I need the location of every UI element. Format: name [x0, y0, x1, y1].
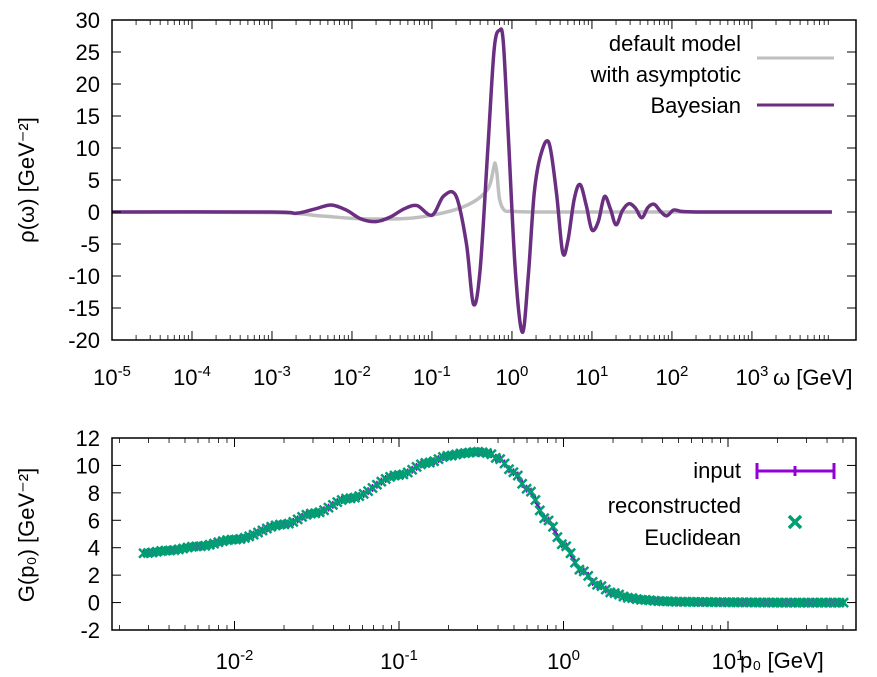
x-tick-label: 101 [576, 363, 609, 390]
legend-entry-default-model-line2: with asymptotic [590, 62, 741, 87]
bayesian-line [112, 27, 832, 335]
x-tick-label: 10-2 [333, 363, 371, 390]
y-tick-label: -15 [68, 296, 100, 321]
y-tick-label: 30 [76, 8, 100, 33]
y-axis-label: ρ(ω) [GeV⁻²] [14, 117, 39, 243]
y-tick-label: 15 [76, 104, 100, 129]
reconstructed-marker [530, 494, 541, 506]
x-tick-label: 100 [496, 363, 529, 390]
y-tick-label: 5 [88, 168, 100, 193]
x-axis-label: ω [GeV] [773, 365, 853, 390]
x-tick-label: 10-4 [173, 363, 211, 390]
y-tick-label: 0 [88, 591, 100, 616]
plot-frame [111, 437, 857, 631]
y-tick-label: 0 [88, 200, 100, 225]
x-tick-label: 102 [656, 363, 689, 390]
reconstructed-marker [560, 540, 572, 552]
reconstructed-marker [569, 557, 581, 568]
legend-swatch-reconstructed [787, 514, 803, 530]
x-axis-label: p₀ [GeV] [740, 648, 824, 673]
y-tick-label: 8 [88, 481, 100, 506]
legend-entry-bayesian: Bayesian [650, 93, 741, 118]
y-tick-label: 12 [76, 426, 100, 451]
x-tick-label: 103 [736, 363, 769, 390]
reconstructed-marker [547, 521, 559, 533]
y-tick-label: 10 [76, 136, 100, 161]
reconstructed-marker [543, 515, 554, 526]
y-tick-label: -2 [80, 618, 100, 643]
x-tick-label: 100 [547, 647, 580, 674]
y-tick-label: -10 [68, 264, 100, 289]
x-tick-label: 101 [712, 647, 745, 674]
reconstructed-marker [565, 547, 576, 559]
y-axis-label: G(p₀) [GeV⁻²] [14, 468, 39, 602]
legend-entry-reconstructed-line2: Euclidean [644, 525, 741, 550]
y-tick-label: 6 [88, 508, 100, 533]
y-tick-label: 10 [76, 453, 100, 478]
y-tick-label: 4 [88, 536, 100, 561]
reconstructed-marker [534, 505, 546, 516]
plot-frame [111, 19, 857, 341]
y-tick-label: -20 [68, 328, 100, 353]
spectral-function-curves [112, 27, 832, 335]
y-tick-label: 25 [76, 40, 100, 65]
reconstructed-marker [838, 597, 849, 608]
x-tick-label: 10-1 [413, 363, 451, 390]
y-tick-label: -5 [80, 232, 100, 257]
legend: default model with asymptotic Bayesian [590, 31, 834, 118]
y-axis-ticks: 30 25 20 15 10 5 0 -5 -10 -15 -20 [68, 8, 856, 353]
y-tick-label: 2 [88, 563, 100, 588]
legend-entry-reconstructed-line1: reconstructed [608, 493, 741, 518]
x-axis-ticks: 10-5 10-4 10-3 10-2 10-1 100 101 102 103 [93, 20, 857, 390]
spectral-function-panel: 30 25 20 15 10 5 0 -5 -10 -15 -20 10-5 10-4 10-3 10-2… [14, 8, 857, 390]
legend: input reconstructed Euclidean [608, 458, 836, 550]
x-tick-label: 10-1 [380, 647, 418, 674]
legend-swatch-input [755, 463, 836, 479]
x-tick-label: 10-5 [93, 363, 131, 390]
legend-entry-input: input [693, 458, 741, 483]
x-axis-ticks: 10-2 10-1 100 101 [119, 438, 857, 674]
reconstructed-marker [525, 486, 537, 497]
x-tick-label: 10-2 [216, 647, 254, 674]
reconstructed-marker [552, 531, 563, 543]
legend-entry-default-model-line1: default model [609, 31, 741, 56]
y-tick-label: 20 [76, 72, 100, 97]
correlator-markers [138, 446, 849, 608]
reconstructed-marker [512, 470, 524, 481]
x-tick-label: 10-3 [253, 363, 291, 390]
